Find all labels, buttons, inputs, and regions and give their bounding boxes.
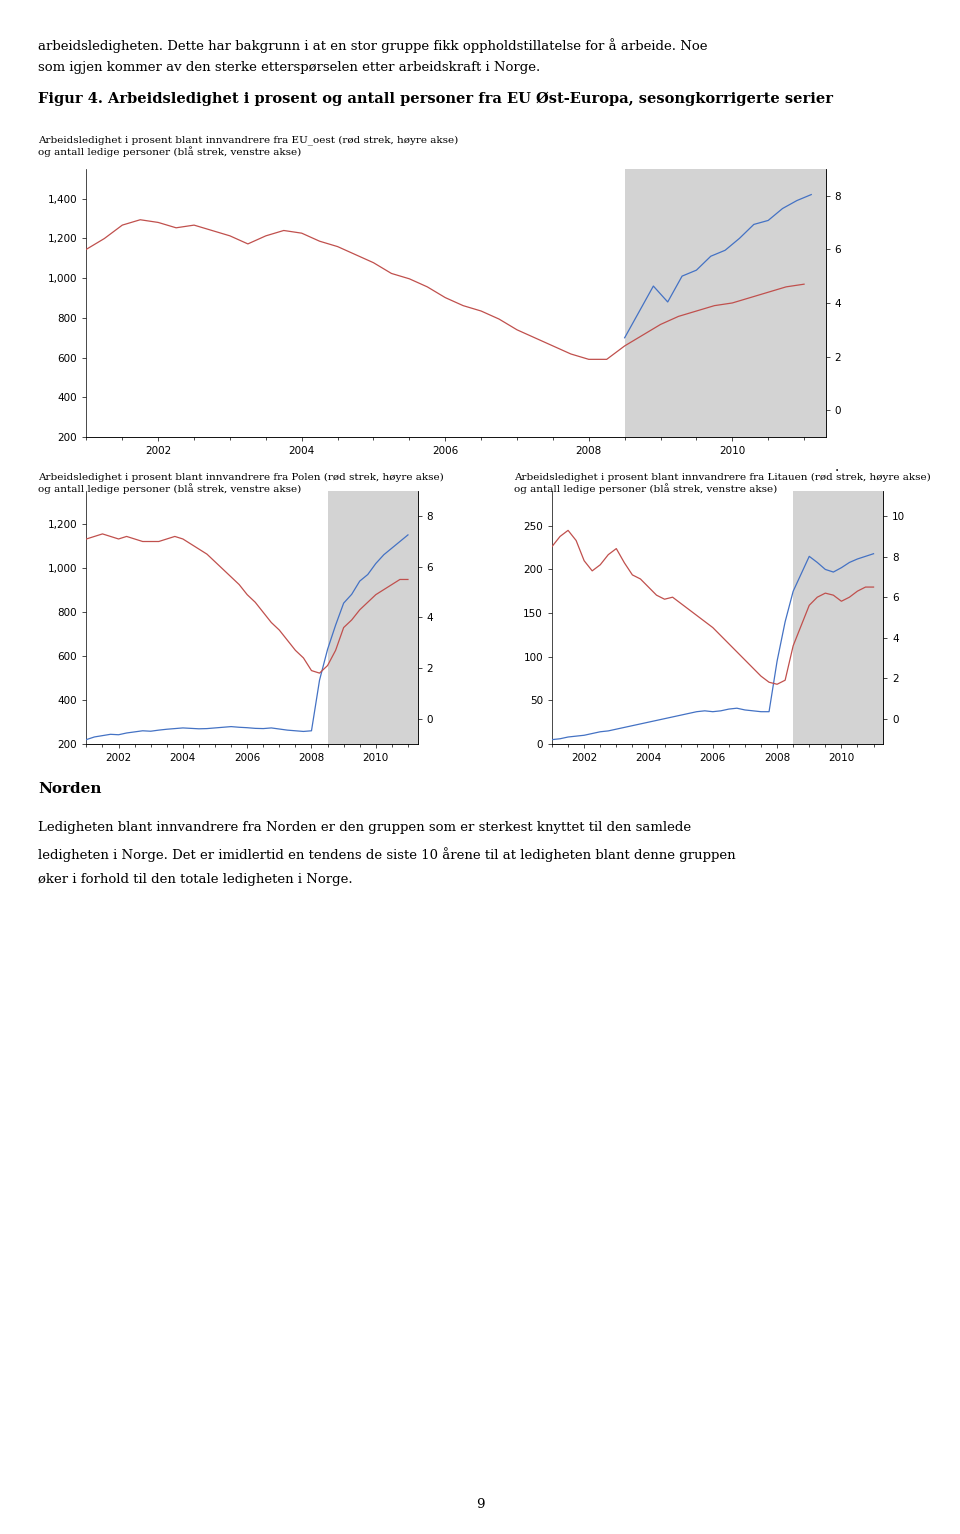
Text: Arbeidsledighet i prosent blant innvandrere fra Polen (rød strek, høyre akse)
og: Arbeidsledighet i prosent blant innvandr… <box>38 472 444 494</box>
Text: .: . <box>835 460 839 474</box>
Text: arbeidsledigheten. Dette har bakgrunn i at en stor gruppe fikk oppholdstillatels: arbeidsledigheten. Dette har bakgrunn i … <box>38 38 708 54</box>
Text: ledigheten i Norge. Det er imidlertid en tendens de siste 10 årene til at ledigh: ledigheten i Norge. Det er imidlertid en… <box>38 847 736 862</box>
Text: Arbeidsledighet i prosent blant innvandrere fra EU_oest (rød strek, høyre akse)
: Arbeidsledighet i prosent blant innvandr… <box>38 135 459 158</box>
Text: øker i forhold til den totale ledigheten i Norge.: øker i forhold til den totale ledigheten… <box>38 873 353 885</box>
Text: Norden: Norden <box>38 782 102 796</box>
Text: som igjen kommer av den sterke etterspørselen etter arbeidskraft i Norge.: som igjen kommer av den sterke etterspør… <box>38 61 540 74</box>
Bar <box>793 491 883 744</box>
Text: Arbeidsledighet i prosent blant innvandrere fra Litauen (rød strek, høyre akse)
: Arbeidsledighet i prosent blant innvandr… <box>514 472 930 494</box>
Bar <box>327 491 418 744</box>
Text: 9: 9 <box>476 1499 484 1511</box>
Text: Figur 4. Arbeidsledighet i prosent og antall personer fra EU Øst-Europa, sesongk: Figur 4. Arbeidsledighet i prosent og an… <box>38 92 833 106</box>
Bar <box>625 169 826 437</box>
Text: Ledigheten blant innvandrere fra Norden er den gruppen som er sterkest knyttet t: Ledigheten blant innvandrere fra Norden … <box>38 821 691 833</box>
